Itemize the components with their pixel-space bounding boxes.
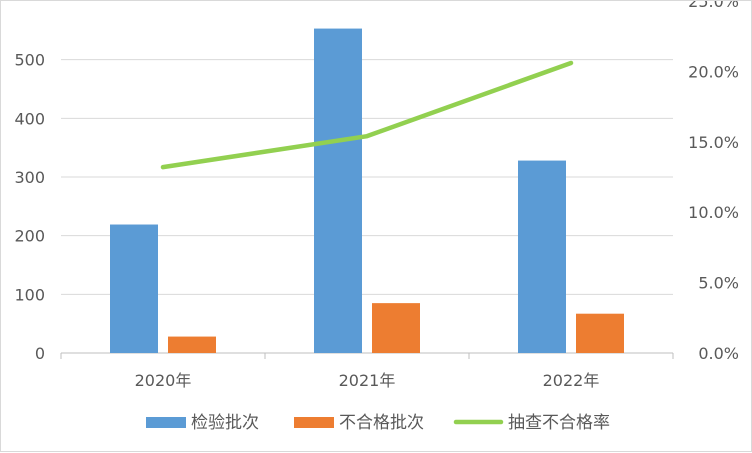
y-left-tick-label: 300 [14,168,45,187]
line-unqualified-rate [160,60,574,170]
legend-swatch [146,417,186,428]
y-left-tick-label: 200 [14,227,45,246]
bar-inspection [314,28,362,353]
y-right-tick-label: 10.0% [688,203,739,222]
legend-swatch [294,417,334,428]
legend-label: 检验批次 [191,413,259,433]
y-left-tick-label: 400 [14,109,45,128]
bar-unqualified [168,336,216,353]
y-left-tick-label: 500 [14,51,45,70]
bar-inspection [518,160,566,353]
y-right-tick-label: 5.0% [698,274,739,293]
y-left-tick-label: 0 [35,344,45,363]
bar-unqualified [576,313,624,353]
x-tick-label: 2020年 [135,371,192,390]
y-right-tick-label: 20.0% [688,62,739,81]
legend-label: 抽查不合格率 [508,413,610,433]
bar-inspection [110,224,158,353]
y-right-tick-label: 15.0% [688,133,739,152]
y-right-tick-label: 25.0% [688,1,739,11]
x-tick-label: 2021年 [339,371,396,390]
x-tick-label: 2022年 [543,371,600,390]
bar-unqualified [372,303,420,353]
y-right-tick-label: 0.0% [698,344,739,363]
y-left-tick-label: 100 [14,285,45,304]
legend-label: 不合格批次 [339,413,424,433]
